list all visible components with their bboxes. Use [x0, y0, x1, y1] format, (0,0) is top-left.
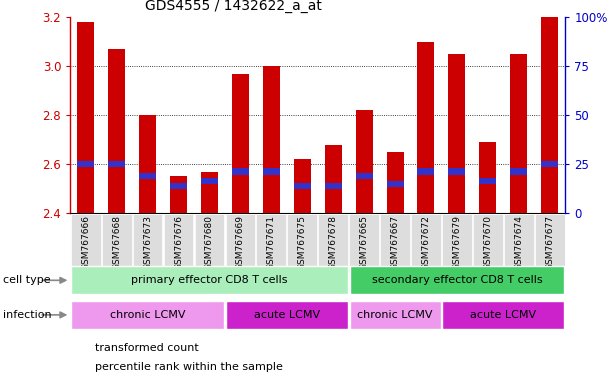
Bar — [324, 144, 342, 213]
Bar — [232, 169, 249, 175]
Text: GSM767668: GSM767668 — [112, 215, 121, 270]
Bar — [480, 178, 496, 184]
Bar — [201, 172, 218, 213]
Text: GSM767672: GSM767672 — [422, 215, 431, 270]
FancyBboxPatch shape — [71, 214, 101, 279]
Text: GSM767680: GSM767680 — [205, 215, 214, 270]
FancyBboxPatch shape — [71, 301, 224, 329]
Text: transformed count: transformed count — [95, 343, 199, 353]
FancyBboxPatch shape — [287, 214, 317, 279]
Bar — [541, 17, 558, 213]
FancyBboxPatch shape — [226, 301, 348, 329]
Bar — [77, 161, 94, 167]
Text: percentile rank within the sample: percentile rank within the sample — [95, 362, 282, 372]
Bar — [139, 173, 156, 179]
FancyBboxPatch shape — [504, 214, 533, 279]
FancyBboxPatch shape — [257, 214, 286, 279]
Bar — [510, 54, 527, 213]
Text: GSM767671: GSM767671 — [267, 215, 276, 270]
Text: chronic LCMV: chronic LCMV — [357, 310, 433, 320]
Text: chronic LCMV: chronic LCMV — [110, 310, 185, 320]
Bar — [324, 183, 342, 189]
FancyBboxPatch shape — [349, 214, 379, 279]
Text: primary effector CD8 T cells: primary effector CD8 T cells — [131, 275, 288, 285]
Text: GSM767677: GSM767677 — [545, 215, 554, 270]
FancyBboxPatch shape — [164, 214, 193, 279]
FancyBboxPatch shape — [442, 214, 472, 279]
FancyBboxPatch shape — [411, 214, 441, 279]
Bar — [448, 54, 466, 213]
Bar — [387, 181, 403, 187]
Text: infection: infection — [3, 310, 52, 320]
Text: GSM767665: GSM767665 — [360, 215, 368, 270]
Bar — [201, 178, 218, 184]
Bar — [356, 110, 373, 213]
Bar — [417, 42, 434, 213]
Bar — [108, 161, 125, 167]
Text: GSM767673: GSM767673 — [143, 215, 152, 270]
Text: acute LCMV: acute LCMV — [254, 310, 320, 320]
Bar — [541, 161, 558, 167]
Text: GSM767679: GSM767679 — [452, 215, 461, 270]
FancyBboxPatch shape — [225, 214, 255, 279]
Text: secondary effector CD8 T cells: secondary effector CD8 T cells — [371, 275, 542, 285]
Bar — [108, 49, 125, 213]
Bar — [77, 22, 94, 213]
Bar — [356, 173, 373, 179]
FancyBboxPatch shape — [71, 266, 348, 294]
Bar — [170, 183, 187, 189]
FancyBboxPatch shape — [473, 214, 503, 279]
Text: GSM767678: GSM767678 — [329, 215, 338, 270]
FancyBboxPatch shape — [318, 214, 348, 279]
Bar — [510, 169, 527, 175]
Text: GDS4555 / 1432622_a_at: GDS4555 / 1432622_a_at — [145, 0, 321, 13]
FancyBboxPatch shape — [349, 266, 564, 294]
Text: acute LCMV: acute LCMV — [470, 310, 536, 320]
Text: GSM767666: GSM767666 — [81, 215, 90, 270]
Bar — [448, 169, 466, 175]
Text: GSM767667: GSM767667 — [390, 215, 400, 270]
Text: GSM767670: GSM767670 — [483, 215, 492, 270]
Text: cell type: cell type — [3, 275, 51, 285]
Bar — [294, 159, 311, 213]
FancyBboxPatch shape — [195, 214, 224, 279]
FancyBboxPatch shape — [349, 301, 441, 329]
FancyBboxPatch shape — [380, 214, 410, 279]
FancyBboxPatch shape — [133, 214, 163, 279]
Bar — [139, 115, 156, 213]
Bar — [294, 183, 311, 189]
Text: GSM767674: GSM767674 — [514, 215, 523, 270]
FancyBboxPatch shape — [442, 301, 564, 329]
Bar — [263, 66, 280, 213]
Bar — [417, 169, 434, 175]
FancyBboxPatch shape — [102, 214, 131, 279]
Bar — [170, 176, 187, 213]
Bar — [232, 74, 249, 213]
Bar — [480, 142, 496, 213]
Text: GSM767669: GSM767669 — [236, 215, 245, 270]
Bar — [387, 152, 403, 213]
FancyBboxPatch shape — [535, 214, 565, 279]
Bar — [263, 169, 280, 175]
Text: GSM767675: GSM767675 — [298, 215, 307, 270]
Text: GSM767676: GSM767676 — [174, 215, 183, 270]
